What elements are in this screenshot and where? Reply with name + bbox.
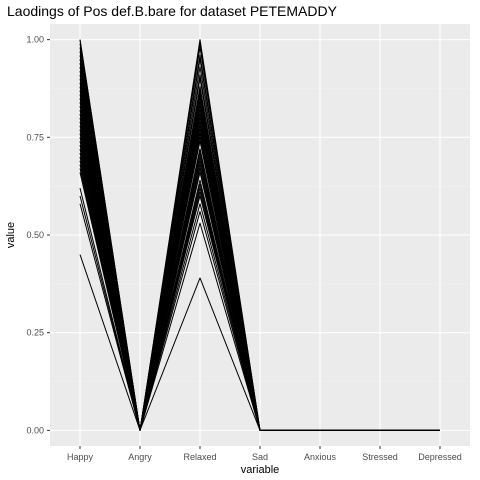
x-tick-label: Anxious (304, 452, 337, 462)
x-tick-label: Happy (67, 452, 94, 462)
y-tick-label: 0.50 (26, 230, 44, 240)
x-tick-label: Relaxed (183, 452, 216, 462)
grid-major (50, 24, 470, 446)
y-tick-label: 0.00 (26, 425, 44, 435)
series-line (79, 39, 440, 431)
x-axis-title: variable (241, 464, 280, 476)
y-tick-label: 0.25 (26, 328, 44, 338)
series-lines (79, 39, 440, 431)
chart-title: Laodings of Pos def.B.bare for dataset P… (7, 3, 338, 19)
x-tick-label: Stressed (362, 452, 398, 462)
x-tick-label: Depressed (418, 452, 462, 462)
y-tick-label: 0.75 (26, 132, 44, 142)
x-tick-label: Angry (128, 452, 152, 462)
x-axis: Happy Angry Relaxed Sad Anxious Stressed Depre… (67, 446, 462, 462)
y-tick-label: 1.00 (26, 35, 44, 45)
y-axis-title: value (5, 222, 17, 248)
x-tick-label: Sad (252, 452, 268, 462)
y-axis: 0.00 0.25 0.50 0.75 1.00 (26, 35, 50, 435)
